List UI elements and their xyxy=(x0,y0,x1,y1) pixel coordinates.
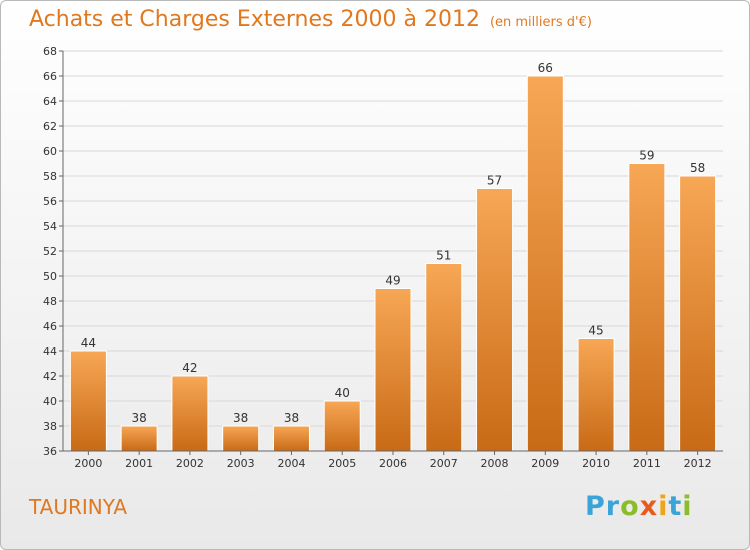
logo-letter: t xyxy=(668,491,683,522)
bar xyxy=(69,350,107,452)
y-tick-label: 64 xyxy=(43,95,57,108)
y-tick-label: 36 xyxy=(43,445,57,458)
data-label: 51 xyxy=(436,249,451,263)
x-tick-label: 2009 xyxy=(531,457,559,470)
y-tick-label: 50 xyxy=(43,270,57,283)
x-tick-label: 2010 xyxy=(582,457,610,470)
y-tick-label: 62 xyxy=(43,120,57,133)
x-tick-label: 2005 xyxy=(328,457,356,470)
logo-letter: o xyxy=(620,491,640,522)
y-tick-label: 52 xyxy=(43,245,57,258)
axis-layer: 36 38 40 42 44 46 48 50 52 54 56 58 60 62 64 66 68 2000 20… xyxy=(43,45,723,470)
y-tick-label: 40 xyxy=(43,395,57,408)
chart-title-text: Achats et Charges Externes 2000 à 2012 xyxy=(29,7,480,32)
x-tick-label: 2002 xyxy=(176,457,204,470)
x-tick-label: 2008 xyxy=(481,457,509,470)
bar xyxy=(222,425,260,452)
bar xyxy=(476,188,514,452)
bar xyxy=(425,263,463,452)
y-tick-label: 58 xyxy=(43,170,57,183)
bar xyxy=(120,425,158,452)
bar xyxy=(323,400,361,452)
data-label: 38 xyxy=(284,411,299,425)
data-label: 59 xyxy=(639,149,654,163)
logo-letter: i xyxy=(682,491,693,522)
bar xyxy=(679,175,717,452)
data-label: 58 xyxy=(690,161,705,175)
data-label: 66 xyxy=(538,61,553,75)
bar xyxy=(628,163,666,452)
logo-letter: r xyxy=(605,491,621,522)
y-tick-label: 54 xyxy=(43,220,57,233)
data-label: 45 xyxy=(588,324,603,338)
y-tick-label: 42 xyxy=(43,370,57,383)
data-label: 49 xyxy=(385,274,400,288)
data-label: 40 xyxy=(335,386,350,400)
y-tick-label: 38 xyxy=(43,420,57,433)
bars-layer: 44 38 42 38 38 40 49 51 57 66 45 59 58 xyxy=(69,61,717,452)
bar xyxy=(577,338,615,452)
bar xyxy=(526,75,564,452)
x-tick-label: 2003 xyxy=(227,457,255,470)
data-label: 38 xyxy=(233,411,248,425)
y-tick-label: 48 xyxy=(43,295,57,308)
data-label: 44 xyxy=(81,336,96,350)
y-tick-label: 66 xyxy=(43,70,57,83)
x-tick-label: 2006 xyxy=(379,457,407,470)
y-tick-label: 44 xyxy=(43,345,57,358)
proxiti-logo[interactable]: Proxiti xyxy=(585,491,693,522)
y-tick-label: 68 xyxy=(43,45,57,58)
data-label: 57 xyxy=(487,174,502,188)
logo-letter: P xyxy=(585,491,606,522)
data-label: 42 xyxy=(182,361,197,375)
bar xyxy=(171,375,209,452)
x-tick-label: 2012 xyxy=(684,457,712,470)
x-tick-label: 2007 xyxy=(430,457,458,470)
chart-title: Achats et Charges Externes 2000 à 2012 (e… xyxy=(29,7,592,32)
x-tick-label: 2001 xyxy=(125,457,153,470)
logo-letter: i xyxy=(658,491,669,522)
bar xyxy=(374,288,412,452)
logo-letter: x xyxy=(639,491,659,522)
x-tick-label: 2011 xyxy=(633,457,661,470)
data-label: 38 xyxy=(132,411,147,425)
chart-subtitle: (en milliers d'€) xyxy=(489,15,592,30)
bar xyxy=(272,425,310,452)
y-tick-label: 60 xyxy=(43,145,57,158)
y-tick-label: 56 xyxy=(43,195,57,208)
x-tick-label: 2004 xyxy=(277,457,305,470)
y-tick-label: 46 xyxy=(43,320,57,333)
place-name: TAURINYA xyxy=(29,495,128,519)
x-tick-label: 2000 xyxy=(74,457,102,470)
